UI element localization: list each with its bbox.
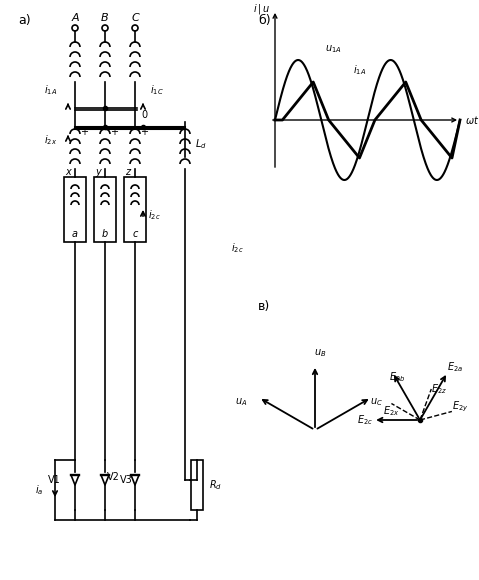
Text: $u_C$: $u_C$ bbox=[370, 397, 383, 408]
Bar bbox=[191, 460, 203, 510]
Text: $i_{2x}$: $i_{2x}$ bbox=[44, 133, 57, 147]
Bar bbox=[94, 177, 116, 242]
Text: B: B bbox=[101, 13, 109, 23]
Text: а): а) bbox=[18, 14, 31, 27]
Text: 0: 0 bbox=[141, 110, 147, 120]
Text: $E_{2y}$: $E_{2y}$ bbox=[452, 399, 468, 414]
Text: b: b bbox=[102, 229, 108, 239]
Text: $E_{2b}$: $E_{2b}$ bbox=[389, 371, 406, 385]
Text: $L_d$: $L_d$ bbox=[195, 137, 207, 151]
Text: $\omega t$: $\omega t$ bbox=[465, 114, 479, 126]
Text: $i\,|\,u$: $i\,|\,u$ bbox=[253, 2, 270, 16]
Text: в): в) bbox=[258, 300, 270, 313]
Text: y: y bbox=[95, 167, 101, 177]
Text: $E_{2a}$: $E_{2a}$ bbox=[447, 360, 464, 374]
Text: c: c bbox=[132, 229, 137, 239]
Text: $E_{2c}$: $E_{2c}$ bbox=[357, 413, 373, 427]
Text: x: x bbox=[65, 167, 71, 177]
Text: $R_d$: $R_d$ bbox=[209, 478, 222, 492]
Text: $i_{1C}$: $i_{1C}$ bbox=[150, 83, 164, 97]
Text: $u_{1A}$: $u_{1A}$ bbox=[325, 43, 342, 55]
Text: $i_{1A}$: $i_{1A}$ bbox=[44, 83, 57, 97]
Text: $i_{2c}$: $i_{2c}$ bbox=[148, 208, 160, 222]
Text: A: A bbox=[71, 13, 79, 23]
Text: $u_B$: $u_B$ bbox=[314, 347, 326, 359]
Bar bbox=[64, 177, 86, 242]
Text: $u_A$: $u_A$ bbox=[235, 397, 247, 408]
Bar bbox=[124, 177, 146, 242]
Text: $i_{2c}$: $i_{2c}$ bbox=[231, 241, 243, 255]
Text: C: C bbox=[131, 13, 139, 23]
Text: V3: V3 bbox=[120, 475, 133, 485]
Text: $E_{2z}$: $E_{2z}$ bbox=[431, 382, 447, 396]
Text: V1: V1 bbox=[48, 475, 61, 485]
Text: $i_a$: $i_a$ bbox=[34, 483, 43, 497]
Text: +: + bbox=[110, 127, 118, 137]
Text: $E_{2x}$: $E_{2x}$ bbox=[383, 405, 399, 418]
Text: V2: V2 bbox=[107, 472, 120, 482]
Text: +: + bbox=[80, 127, 88, 137]
Text: б): б) bbox=[258, 14, 271, 27]
Text: z: z bbox=[125, 167, 131, 177]
Text: a: a bbox=[72, 229, 78, 239]
Text: +: + bbox=[140, 127, 148, 137]
Text: $i_{1A}$: $i_{1A}$ bbox=[354, 63, 366, 77]
